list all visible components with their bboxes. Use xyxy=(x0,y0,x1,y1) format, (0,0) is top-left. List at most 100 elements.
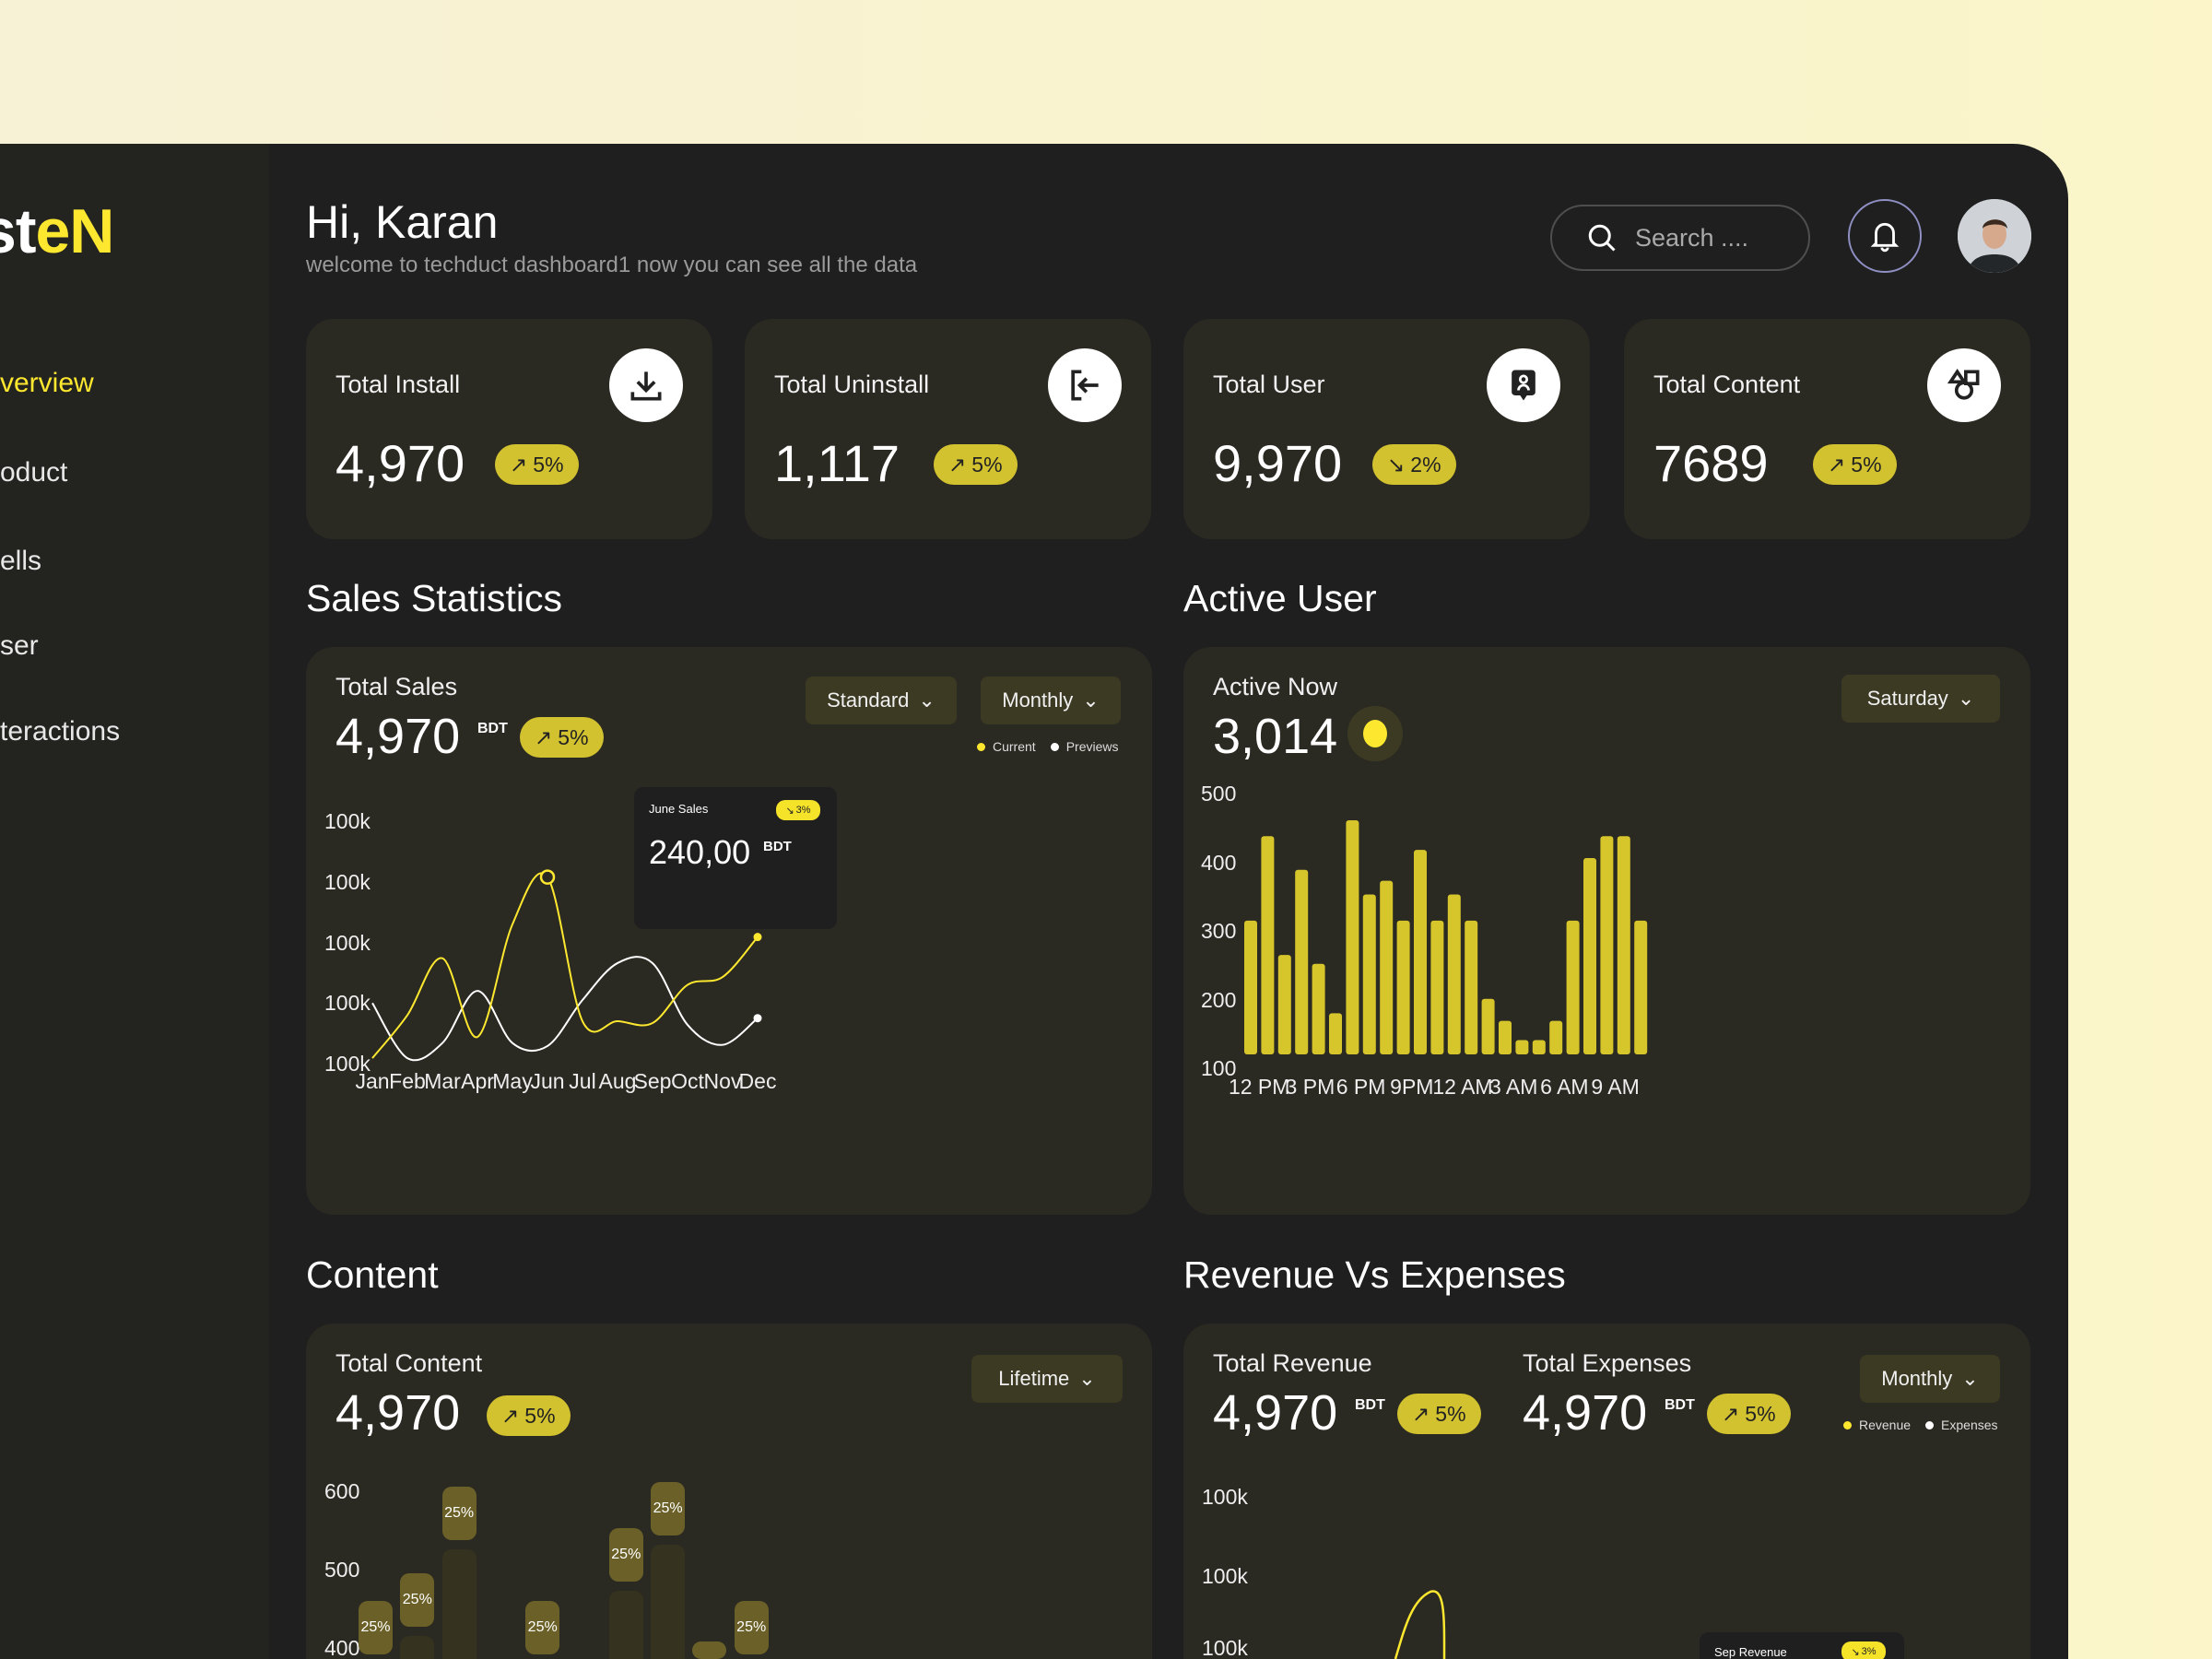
stat-value: 9,970 xyxy=(1213,434,1343,492)
bar[interactable] xyxy=(1312,963,1325,1054)
notifications-button[interactable] xyxy=(1848,199,1922,273)
search-box[interactable] xyxy=(1550,205,1810,271)
trend-down-icon: ↘ xyxy=(785,805,794,817)
search-input[interactable] xyxy=(1635,223,1773,253)
section-title-revenue: Revenue Vs Expenses xyxy=(1183,1253,1566,1296)
y-tick-label: 500 xyxy=(324,1558,360,1582)
sidebar-item-user[interactable]: ser xyxy=(0,630,39,661)
y-tick-label: 200 xyxy=(1201,987,1237,1012)
content-bar xyxy=(608,1590,643,1659)
content-badge: ↗ 5% xyxy=(487,1395,571,1436)
user-badge-button[interactable] xyxy=(1487,348,1560,422)
y-tick-label: 300 xyxy=(1201,919,1237,943)
bar[interactable] xyxy=(1447,894,1461,1054)
sidebar-item-interactions[interactable]: teractions xyxy=(0,716,121,747)
sidebar-item-product[interactable]: oduct xyxy=(0,457,68,488)
monthly-dropdown[interactable]: Monthly ⌄ xyxy=(981,677,1121,724)
series-line-previews xyxy=(371,956,759,1062)
bar[interactable] xyxy=(1566,920,1580,1054)
bar-percent-label: 25% xyxy=(608,1527,643,1582)
y-tick-label: 100k xyxy=(1202,1485,1248,1509)
x-tick-label: Feb xyxy=(389,1069,426,1093)
bar[interactable] xyxy=(1583,858,1596,1054)
stat-badge: ↗ 5% xyxy=(934,444,1018,485)
x-tick-label: Dec xyxy=(738,1069,777,1093)
bar[interactable] xyxy=(1532,1040,1546,1054)
bar[interactable] xyxy=(1634,920,1648,1054)
y-tick-label: 100k xyxy=(1202,1636,1248,1659)
chevron-down-icon: ⌄ xyxy=(1082,688,1100,712)
revenue-line-chart xyxy=(1394,1590,1446,1659)
chevron-down-icon: ⌄ xyxy=(918,688,935,712)
bar[interactable] xyxy=(1481,998,1495,1054)
content-value: 4,970 xyxy=(335,1385,461,1441)
bar[interactable] xyxy=(1244,920,1257,1054)
trend-up-icon: ↗ xyxy=(535,724,553,749)
bar[interactable] xyxy=(1465,920,1478,1054)
trend-up-icon: ↗ xyxy=(501,1403,520,1428)
y-tick-label: 100k xyxy=(324,930,371,955)
bar-percent-label: 25% xyxy=(525,1601,560,1654)
y-tick-label: 500 xyxy=(1201,782,1237,806)
bar[interactable] xyxy=(1600,836,1614,1054)
x-tick-label: Jan xyxy=(355,1069,390,1093)
bar[interactable] xyxy=(1430,920,1444,1054)
bar[interactable] xyxy=(1414,850,1427,1054)
shapes-button[interactable] xyxy=(1927,348,2001,422)
stat-value: 1,117 xyxy=(774,434,900,492)
day-dropdown[interactable]: Saturday ⌄ xyxy=(1841,675,2000,723)
revenue-legend: Revenue Expenses xyxy=(1843,1418,1998,1432)
y-tick-label: 600 xyxy=(324,1479,360,1503)
legend-dot-current xyxy=(977,742,985,751)
trend-up-icon: ↗ xyxy=(1412,1401,1430,1426)
highlight-point[interactable] xyxy=(539,869,556,885)
revenue-monthly-dropdown[interactable]: Monthly ⌄ xyxy=(1860,1355,2000,1403)
x-tick-label: 9PM xyxy=(1390,1075,1434,1099)
page-title: Hi, Karan xyxy=(306,196,499,248)
bar-percent-label: 25% xyxy=(651,1481,686,1535)
tooltip-label: June Sales xyxy=(649,802,709,816)
chevron-down-icon: ⌄ xyxy=(1957,687,1975,710)
bar[interactable] xyxy=(1549,1020,1563,1054)
active-title: Active Now xyxy=(1213,673,1338,700)
bar[interactable] xyxy=(1277,955,1291,1054)
search-icon xyxy=(1588,224,1616,252)
bar[interactable] xyxy=(1329,1013,1342,1054)
bar[interactable] xyxy=(1362,894,1376,1054)
lifetime-dropdown[interactable]: Lifetime ⌄ xyxy=(971,1355,1123,1403)
bar[interactable] xyxy=(1261,836,1275,1054)
bar[interactable] xyxy=(1380,880,1394,1054)
bar[interactable] xyxy=(1346,820,1359,1054)
revenue-line xyxy=(1394,1590,1446,1659)
bar[interactable] xyxy=(1295,869,1309,1054)
download-button[interactable] xyxy=(609,348,683,422)
stat-card: Total User 9,970 ↘ 2% xyxy=(1183,319,1590,539)
y-tick-label: 400 xyxy=(1201,850,1237,875)
avatar[interactable] xyxy=(1958,199,2031,273)
avatar-image xyxy=(1958,199,2031,273)
stat-label: Total Content xyxy=(1653,371,1801,398)
x-tick-label: Apr xyxy=(461,1069,494,1093)
tooltip-label: Sep Revenue xyxy=(1714,1645,1787,1659)
trend-up-icon: ↗ xyxy=(510,452,528,477)
sales-card: Total Sales 4,970 BDT ↗ 5% Standard ⌄ Mont… xyxy=(306,647,1152,1215)
x-tick-label: 3 PM xyxy=(1285,1075,1335,1099)
stat-label: Total Install xyxy=(335,371,461,398)
sidebar-item-sells[interactable]: ells xyxy=(0,546,42,576)
bar[interactable] xyxy=(1515,1040,1529,1054)
logo: steN xyxy=(0,196,114,266)
bar[interactable] xyxy=(1499,1020,1512,1054)
bar[interactable] xyxy=(1396,920,1410,1054)
trend-down-icon: ↘ xyxy=(1387,452,1406,477)
bar[interactable] xyxy=(1617,836,1630,1054)
y-tick-label: 100k xyxy=(324,809,371,834)
sales-value: 4,970 xyxy=(335,709,461,764)
stat-value: 7689 xyxy=(1653,434,1769,492)
tooltip-unit: BDT xyxy=(763,839,792,854)
standard-dropdown[interactable]: Standard ⌄ xyxy=(806,677,957,724)
sales-line-chart xyxy=(371,869,762,1062)
sidebar: steN verview oduct ells ser teractions xyxy=(0,144,269,1659)
logout-button[interactable] xyxy=(1048,348,1122,422)
sidebar-item-overview[interactable]: verview xyxy=(0,368,94,398)
y-tick-label: 100k xyxy=(324,869,371,894)
